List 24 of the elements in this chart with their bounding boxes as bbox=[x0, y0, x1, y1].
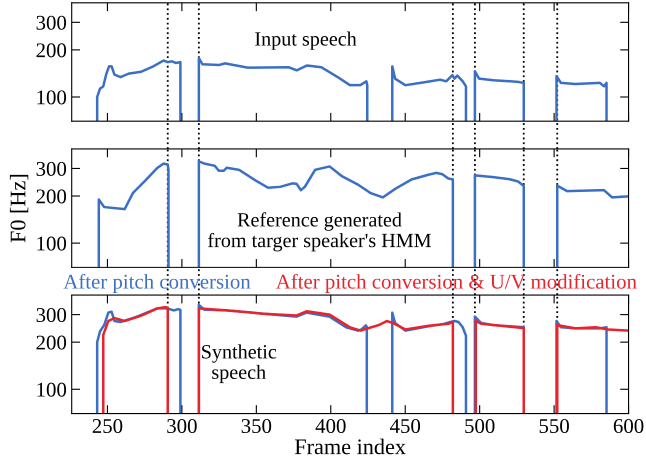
x-tick-label: 550 bbox=[540, 418, 569, 434]
x-tick-label: 350 bbox=[242, 418, 272, 434]
y-tick-label: 200 bbox=[36, 189, 66, 204]
y-tick-label: 300 bbox=[36, 16, 66, 30]
y-tick-label: 100 bbox=[37, 90, 66, 104]
series-label: After pitch conversion & U/V modification bbox=[276, 274, 637, 293]
x-axis-title: Frame index bbox=[294, 438, 406, 454]
series-label: After pitch conversion bbox=[63, 274, 250, 293]
y-tick-label: 100 bbox=[37, 382, 66, 397]
y-axis-title: F0 [Hz] bbox=[10, 174, 28, 242]
x-tick-label: 600 bbox=[614, 418, 644, 434]
x-tick-label: 300 bbox=[167, 418, 197, 434]
y-tick-label: 200 bbox=[36, 43, 66, 58]
y-tick-label: 200 bbox=[36, 336, 66, 350]
x-tick-label: 500 bbox=[465, 418, 494, 434]
x-tick-label: 450 bbox=[390, 418, 420, 434]
annotation: Synthetic speech bbox=[202, 344, 276, 384]
x-tick-label: 400 bbox=[316, 418, 346, 434]
y-tick-label: 100 bbox=[37, 236, 66, 251]
x-tick-label: 250 bbox=[92, 418, 122, 434]
y-tick-label: 300 bbox=[36, 308, 66, 322]
annotation: Reference generated from targer speaker's HMM bbox=[208, 212, 431, 252]
y-tick-label: 300 bbox=[36, 162, 66, 176]
annotation: Input speech bbox=[255, 32, 356, 50]
